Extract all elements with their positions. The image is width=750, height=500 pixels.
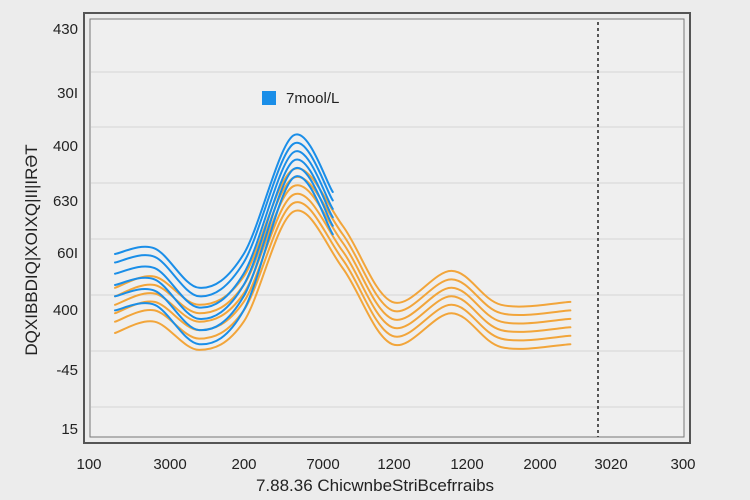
plot-frame-outer bbox=[83, 12, 691, 444]
series-line-blue-4 bbox=[114, 158, 334, 320]
y-tick-label: 430 bbox=[53, 21, 78, 38]
y-tick-label: 400 bbox=[53, 138, 78, 155]
x-tick-label: 7000 bbox=[306, 456, 339, 473]
series-line-blue-5 bbox=[114, 166, 334, 332]
series-line-blue-2 bbox=[114, 141, 334, 298]
series-line-blue-1 bbox=[114, 133, 334, 289]
series-group bbox=[114, 133, 572, 351]
y-tick-labels: 430 30I 400 630 60I 400 -45 15 bbox=[53, 21, 78, 438]
series-line-orange-6 bbox=[114, 209, 572, 351]
y-axis-title: DQXIBBDIQ|XOIXQ|II|IRƏT bbox=[22, 144, 41, 355]
x-tick-label: 300 bbox=[670, 456, 695, 473]
y-tick-label: 400 bbox=[53, 302, 78, 319]
series-line-orange-4 bbox=[114, 192, 572, 333]
x-tick-label: 2000 bbox=[523, 456, 556, 473]
y-tick-label: 60I bbox=[57, 245, 78, 262]
y-tick-label: -45 bbox=[56, 362, 78, 379]
x-tick-labels: 100 3000 200 7000 1200 1200 2000 3020 300 bbox=[76, 456, 695, 473]
x-axis-title: 7.88.36 ChicwnbeStriBcefrraibs bbox=[256, 476, 494, 495]
x-tick-label: 100 bbox=[76, 456, 101, 473]
x-tick-label: 3000 bbox=[153, 456, 186, 473]
x-tick-label: 200 bbox=[231, 456, 256, 473]
series-line-blue-3 bbox=[114, 150, 334, 309]
legend-swatch bbox=[262, 91, 276, 105]
legend-label: 7mool/L bbox=[286, 90, 339, 107]
x-tick-label: 3020 bbox=[594, 456, 627, 473]
plot-area bbox=[89, 18, 685, 438]
y-tick-label: 30I bbox=[57, 85, 78, 102]
gridlines bbox=[91, 71, 683, 408]
series-line-orange-5 bbox=[114, 201, 572, 342]
y-tick-label: 630 bbox=[53, 193, 78, 210]
x-tick-label: 1200 bbox=[450, 456, 483, 473]
y-tick-label: 15 bbox=[61, 421, 78, 438]
x-tick-label: 1200 bbox=[377, 456, 410, 473]
series-line-blue-6 bbox=[114, 175, 334, 346]
